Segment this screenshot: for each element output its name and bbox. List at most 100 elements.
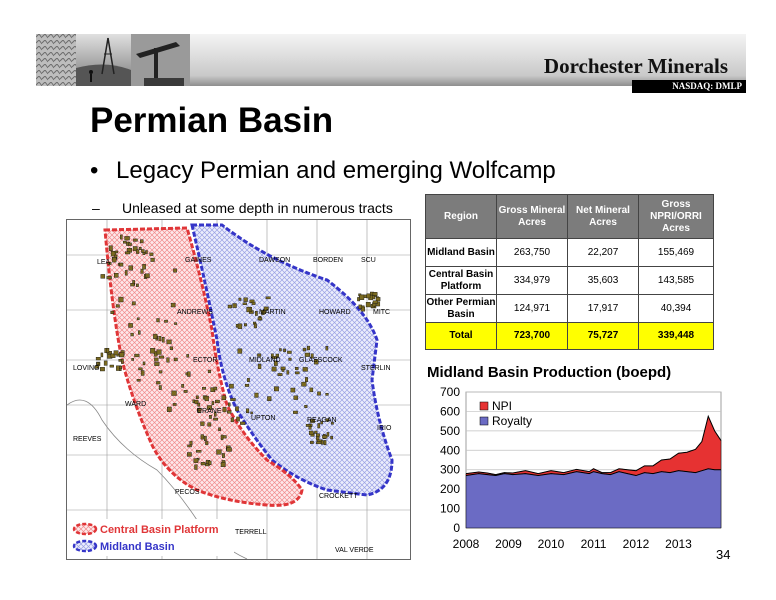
lease-tract [134,353,140,358]
county-label: ECTOR [193,357,217,364]
table-header: Gross NPRI/ORRI Acres [638,194,714,239]
lease-tract [320,421,323,425]
lease-tract [158,335,162,342]
lease-tract [149,252,154,256]
royalty-top-line [465,468,721,477]
lease-tract [372,292,378,296]
lease-tract [261,309,266,314]
lease-tract [366,293,371,299]
lease-tract [138,247,142,251]
lease-tract [119,365,122,370]
royalty-area [465,468,722,529]
table-cell: 75,727 [567,322,639,350]
county-label: STERLIN [361,365,391,372]
lease-tract [169,346,174,350]
lease-tract [197,402,201,407]
county-label: GAINES [185,257,212,264]
lease-tract [125,251,131,255]
lease-tract [133,238,138,242]
production-chart-svg: 0 100 200 300 400 500 600 700 2008 2009 2010 2011 20… [440,385,722,551]
lease-tract [173,268,177,273]
lease-tract [170,302,176,308]
lease-tract [304,377,308,382]
lease-tract [115,304,120,308]
lease-tract [244,383,250,387]
lease-tract [214,399,220,404]
lease-tract [206,405,213,410]
lease-tract [136,249,140,254]
lease-tract [189,440,193,445]
map-legend: Central Basin Platform Midland Basin [71,519,234,556]
lease-tract [247,378,250,382]
lease-tract [226,447,232,452]
lease-tract [140,370,145,376]
lease-tract [186,452,192,457]
lease-tract [128,323,133,328]
lease-tract [207,422,212,427]
bullet-text: Legacy Permian and emerging Wolfcamp [116,157,556,184]
midland-legend-swatch [72,539,98,553]
lease-tract [308,426,312,430]
bullet-dot-icon: • [90,157,99,184]
y-tick-label: 400 [440,443,460,457]
lease-tract [227,402,231,407]
county-label: REEVES [73,436,102,443]
lease-tract [221,395,227,401]
legend-label-midland: Midland Basin [100,541,175,553]
table-cell: 40,394 [638,294,714,323]
lease-tract [203,435,207,442]
lease-tract [257,353,262,357]
lease-tract [310,418,315,423]
lease-tract [227,410,232,414]
lease-tract [310,353,314,359]
lease-tract [106,347,110,353]
lease-tract [209,414,212,419]
lease-tract [238,297,242,301]
lease-tract [130,332,134,337]
sub-bullet-text: Unleased at some depth in numerous tract… [122,200,393,216]
y-tick-label: 300 [440,463,460,477]
county-label: WARD [125,401,146,408]
ticker-background [632,80,746,93]
lease-tract [250,411,253,415]
lease-tract [156,318,160,323]
lease-tract [100,367,105,372]
lease-tract [322,435,328,439]
lease-tract [187,371,191,377]
x-tick-label: 2008 [453,537,480,551]
table-cell: 155,469 [638,238,714,267]
lease-tract [365,301,371,308]
table-cell: 263,750 [496,238,568,267]
lease-tract [305,423,311,427]
lease-tract [230,398,236,401]
county-label: BORDEN [313,257,343,264]
lease-tract [200,434,204,440]
company-name: Dorchester Minerals [543,54,728,78]
lease-tract [158,370,163,374]
lease-tract [257,317,263,321]
table-cell: 723,700 [496,322,568,350]
county-label: TERRELL [235,529,267,536]
oilfield-photo-image [36,34,190,86]
lease-tract [273,360,278,366]
y-tick-label: 0 [453,521,460,535]
lease-tract [200,461,206,466]
table-cell: 124,971 [496,294,568,323]
lease-tract [257,363,262,369]
lease-tract [166,357,170,363]
table-cell: Other Permian Basin [425,294,497,323]
lease-tract [207,369,212,373]
lease-tract [222,407,227,413]
lease-tract [308,430,314,435]
lease-tract [325,345,329,351]
lease-tract [200,421,205,426]
table-cell: 143,585 [638,266,714,295]
lease-tract [295,371,300,375]
lease-tract [273,386,279,392]
lease-tract [156,349,162,355]
county-label: REAGAN [307,417,337,424]
lease-tract [246,306,251,313]
table-cell: 334,979 [496,266,568,295]
ticker-label: NASDAQ: DMLP [672,81,742,91]
lease-tract [172,403,177,406]
